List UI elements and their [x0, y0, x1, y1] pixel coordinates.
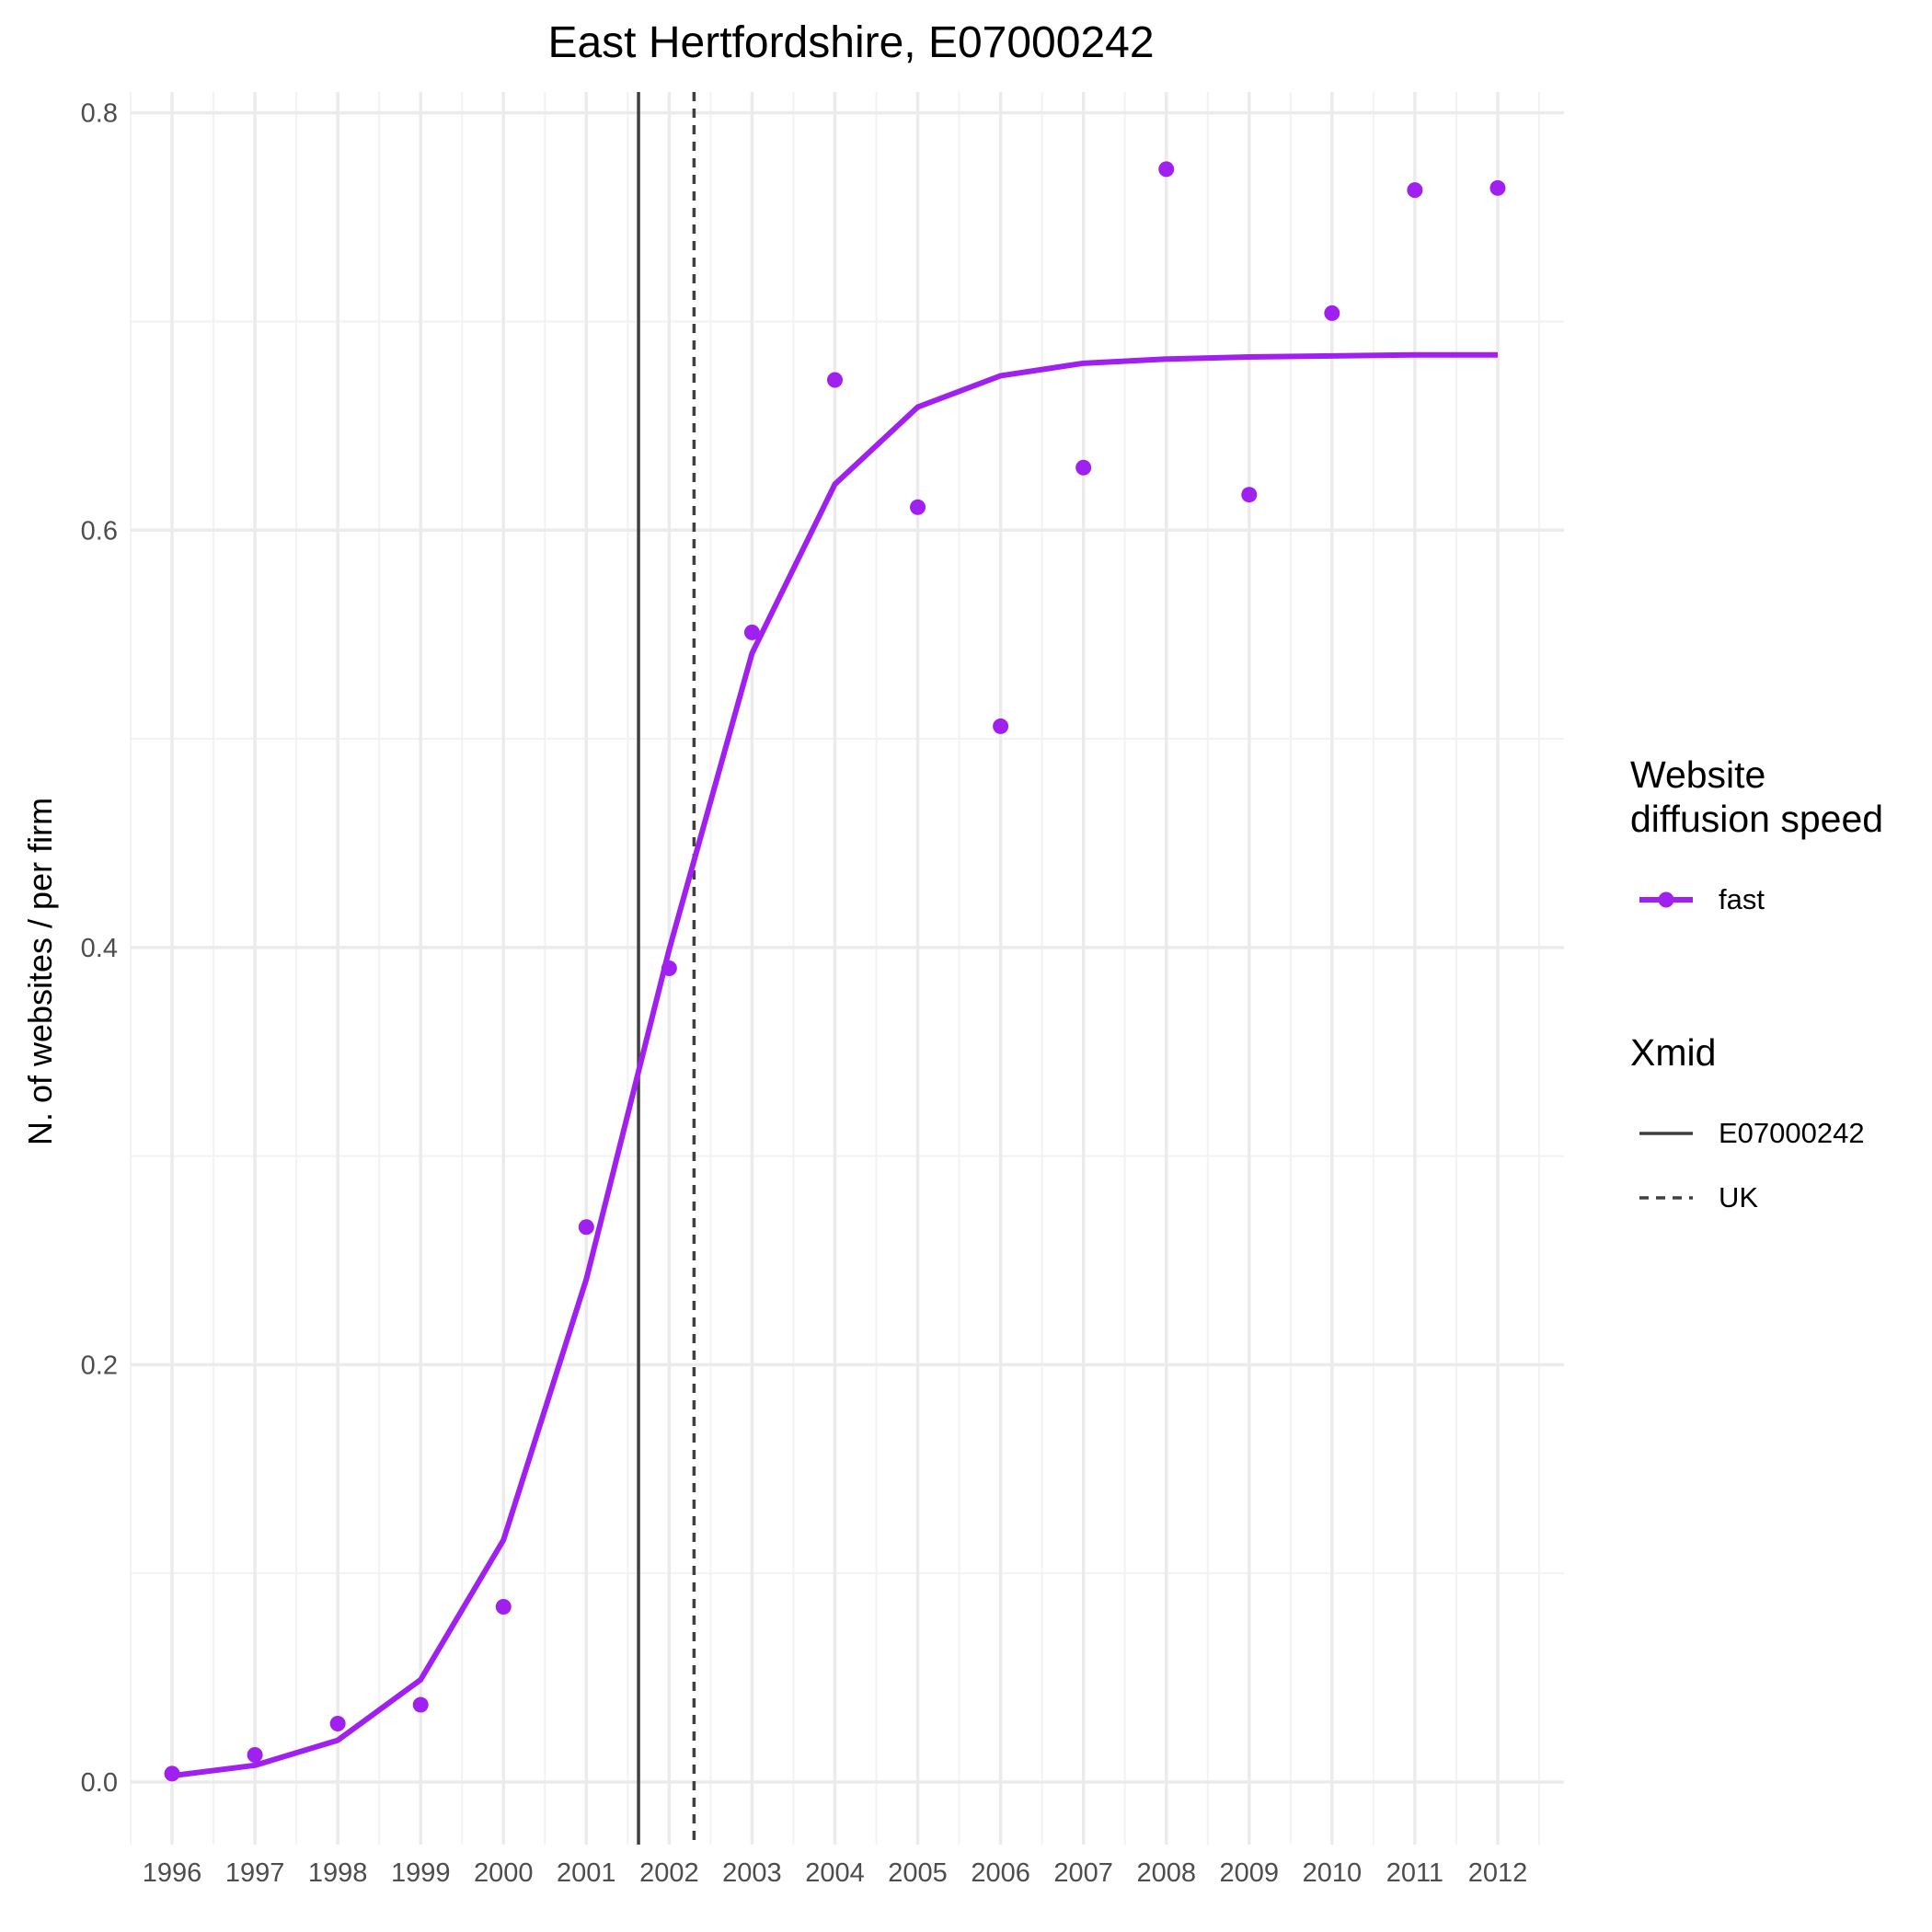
x-tick-label: 1997: [225, 1858, 285, 1888]
data-point: [661, 960, 677, 976]
x-tick-label: 1998: [308, 1858, 368, 1888]
grid-major: [131, 92, 1564, 1845]
legend-label: UK: [1719, 1181, 1758, 1213]
y-tick-label: 0.6: [81, 516, 118, 546]
data-point: [1489, 179, 1506, 196]
y-tick-label: 0.2: [81, 1351, 118, 1380]
x-tick-label: 2008: [1136, 1858, 1196, 1888]
data-point: [910, 499, 926, 515]
data-point: [495, 1598, 512, 1615]
legend-label: fast: [1719, 883, 1765, 915]
x-tick-label: 2004: [805, 1858, 865, 1888]
x-tick-label: 2012: [1468, 1858, 1528, 1888]
legend-label: E07000242: [1719, 1117, 1865, 1149]
y-tick-labels: 0.0 0.2 0.4 0.6 0.8: [81, 99, 118, 1798]
legend-key-point: [1658, 891, 1674, 908]
series-layer: [164, 161, 1506, 1782]
data-point: [247, 1746, 263, 1763]
data-point: [578, 1219, 594, 1236]
series-line-fast: [171, 351, 1498, 1779]
x-tick-label: 2006: [971, 1858, 1030, 1888]
y-axis-label: N. of websites / per firm: [21, 798, 59, 1145]
data-point: [164, 1765, 180, 1782]
data-point: [1324, 305, 1340, 321]
x-tick-label: 2000: [474, 1858, 534, 1888]
data-point: [1241, 487, 1258, 503]
x-tick-label: 2010: [1303, 1858, 1363, 1888]
x-tick-label: 2009: [1220, 1858, 1280, 1888]
legend-title: Xmid: [1630, 1031, 1716, 1074]
x-tick-label: 1999: [391, 1858, 451, 1888]
y-tick-label: 0.8: [81, 99, 118, 129]
x-tick-label: 1996: [143, 1858, 202, 1888]
data-point: [993, 718, 1009, 734]
legend-title: Website: [1630, 753, 1765, 796]
x-tick-label: 2002: [639, 1858, 699, 1888]
data-point: [1075, 459, 1092, 476]
x-tick-label: 2011: [1386, 1858, 1443, 1888]
grid-minor: [130, 92, 1564, 1845]
data-point: [329, 1715, 346, 1731]
reference-lines: [637, 92, 696, 1845]
x-tick-label: 2001: [557, 1858, 616, 1888]
y-tick-label: 0.4: [81, 934, 118, 963]
x-tick-label: 2005: [888, 1858, 948, 1888]
data-point: [1158, 161, 1175, 178]
data-point: [1407, 182, 1423, 199]
data-point: [412, 1696, 429, 1713]
legend-title: diffusion speed: [1630, 798, 1883, 840]
y-tick-label: 0.0: [81, 1768, 118, 1798]
x-tick-label: 2007: [1053, 1858, 1113, 1888]
x-tick-labels: 1996 1997 1998 1999 2000 2001 2002 2003 2004 2005…: [143, 1858, 1527, 1888]
chart-title: East Hertfordshire, E07000242: [547, 18, 1154, 67]
data-point: [826, 372, 843, 388]
x-tick-label: 2003: [722, 1858, 782, 1888]
data-point: [743, 624, 760, 640]
